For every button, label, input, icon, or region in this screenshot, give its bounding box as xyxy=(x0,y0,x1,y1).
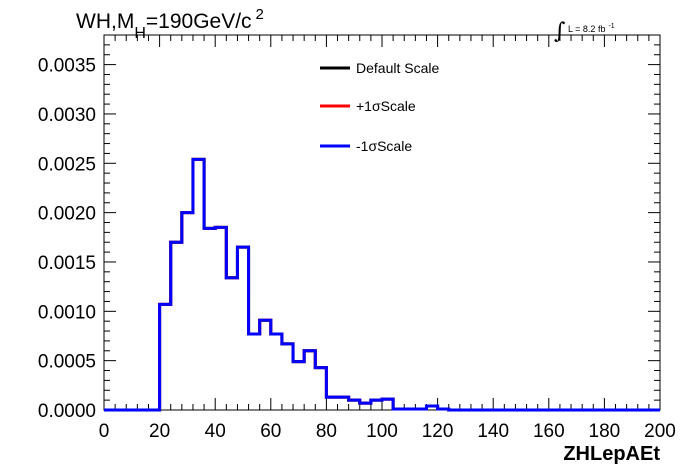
axis-ticks xyxy=(103,34,661,411)
x-tick-label: 60 xyxy=(260,421,281,442)
luminosity-label: L = 8.2 fb -1 xyxy=(568,23,615,34)
y-tick-labels: 0.0000 0.0005 0.0010 0.0015 0.0020 0.0025 0.00… xyxy=(38,56,96,422)
legend-label-default: Default Scale xyxy=(356,60,439,76)
x-tick-label: 0 xyxy=(99,421,110,442)
y-tick-label: 0.0000 xyxy=(38,401,96,422)
y-tick-label: 0.0035 xyxy=(38,56,96,77)
x-tick-label: 20 xyxy=(149,421,170,442)
title-main: WH,M xyxy=(76,10,134,33)
y-tick-label: 0.0010 xyxy=(38,302,96,323)
legend: Default Scale +1σScale -1σScale xyxy=(320,60,439,154)
title-value: =190GeV/c xyxy=(146,10,252,33)
x-tick-label: 140 xyxy=(477,421,509,442)
x-tick-label: 160 xyxy=(533,421,565,442)
x-tick-label: 180 xyxy=(589,421,621,442)
legend-label-minus-sigma: -1σScale xyxy=(356,138,412,154)
x-tick-label: 200 xyxy=(644,421,676,442)
title-subscript: H xyxy=(134,25,146,42)
y-tick-label: 0.0005 xyxy=(38,352,96,373)
x-tick-labels: 0 20 40 60 80 100 120 140 160 180 200 xyxy=(99,421,676,442)
legend-label-plus-sigma: +1σScale xyxy=(356,98,416,114)
series-layer xyxy=(104,157,660,412)
y-tick-label: 0.0030 xyxy=(38,105,96,126)
series-line-2 xyxy=(104,157,660,412)
luminosity-superscript: -1 xyxy=(608,23,614,30)
x-tick-label: 80 xyxy=(316,421,337,442)
y-tick-label: 0.0025 xyxy=(38,154,96,175)
chart-title: WH,MH=190GeV/c 2 xyxy=(76,6,264,42)
x-axis-label: ZHLepAEt xyxy=(563,443,660,465)
x-tick-label: 40 xyxy=(205,421,226,442)
y-tick-label: 0.0020 xyxy=(38,204,96,225)
title-superscript: 2 xyxy=(256,6,264,23)
x-tick-label: 100 xyxy=(366,421,398,442)
luminosity-text: L = 8.2 fb xyxy=(568,24,605,34)
x-tick-label: 120 xyxy=(422,421,454,442)
y-tick-label: 0.0015 xyxy=(38,253,96,274)
integral-sign: ∫ xyxy=(554,19,566,44)
